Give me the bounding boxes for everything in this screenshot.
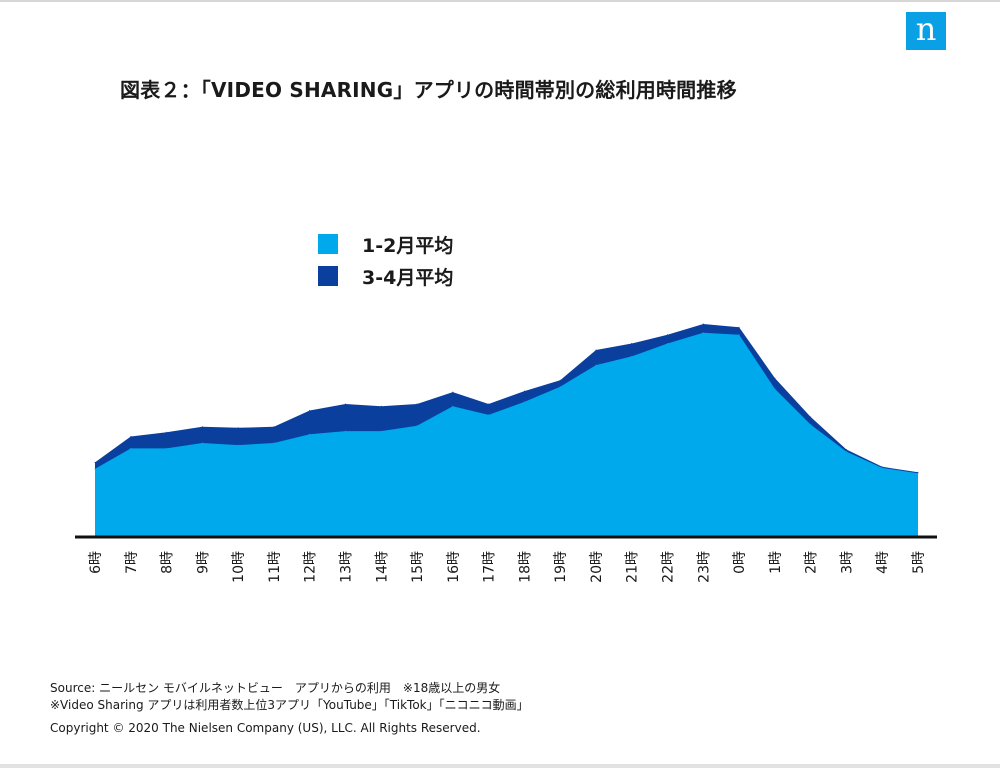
legend-swatch-2	[318, 266, 338, 286]
data-point	[702, 332, 704, 334]
data-point	[94, 461, 96, 463]
data-point	[452, 405, 454, 407]
data-point	[631, 355, 633, 357]
data-point	[452, 391, 454, 393]
area-series-2	[95, 332, 918, 536]
data-point	[237, 427, 239, 429]
x-tick-label: 8時	[160, 551, 176, 574]
data-point	[881, 467, 883, 469]
x-tick-label: 1時	[768, 551, 784, 574]
data-point	[631, 343, 633, 344]
data-point	[130, 436, 132, 437]
data-point	[667, 343, 668, 344]
x-tick-label: 23時	[696, 551, 712, 583]
data-point	[845, 449, 847, 450]
legend-item-2: 3-4月平均	[318, 260, 453, 292]
data-point	[810, 416, 812, 418]
x-tick-label: 19時	[553, 551, 569, 583]
data-point	[380, 430, 382, 432]
data-point	[559, 379, 561, 381]
x-tick-label: 6時	[88, 551, 104, 574]
x-tick-label: 22時	[661, 551, 677, 583]
data-point	[667, 334, 668, 336]
footer: Source: ニールセン モバイルネットビュー アプリからの利用 ※18歳以上…	[50, 680, 529, 737]
data-point	[595, 364, 597, 366]
data-point	[845, 451, 847, 453]
x-tick-label: 16時	[446, 551, 462, 583]
data-point	[702, 323, 704, 325]
data-point	[810, 424, 812, 426]
data-point	[488, 414, 490, 416]
data-point	[94, 468, 96, 470]
x-tick-label: 2時	[804, 551, 820, 574]
x-tick-label: 14時	[374, 551, 390, 583]
data-point	[130, 447, 132, 449]
chart-legend: 1-2月平均 3-4月平均	[318, 228, 453, 292]
x-tick-label: 3時	[839, 551, 855, 574]
data-point	[738, 334, 740, 336]
data-point	[774, 388, 776, 390]
x-tick-label: 7時	[124, 551, 140, 574]
data-point	[166, 431, 168, 433]
data-point	[523, 390, 525, 392]
x-tick-label: 10時	[231, 551, 247, 583]
source-note: Source: ニールセン モバイルネットビュー アプリからの利用 ※18歳以上…	[50, 681, 501, 695]
legend-swatch-1	[318, 234, 338, 254]
data-point	[273, 442, 275, 444]
data-point	[345, 430, 346, 432]
x-tick-label: 13時	[338, 551, 354, 583]
x-tick-label: 17時	[482, 551, 498, 583]
data-point	[309, 410, 311, 411]
data-point	[738, 326, 740, 328]
data-point	[559, 386, 561, 388]
data-point	[345, 403, 346, 405]
data-point	[416, 403, 418, 405]
data-point	[380, 405, 382, 407]
page-title: 図表２：「VIDEO SHARING」アプリの時間帯別の総利用時間推移	[120, 78, 737, 102]
data-point	[881, 466, 883, 468]
legend-label-1: 1-2月平均	[362, 234, 454, 257]
x-tick-label: 4時	[875, 551, 891, 574]
data-point	[201, 426, 203, 428]
data-point	[237, 444, 239, 446]
x-tick-label: 11時	[267, 551, 283, 583]
x-tick-label: 20時	[589, 551, 605, 583]
data-point	[595, 349, 597, 351]
data-point	[774, 377, 776, 379]
data-point	[523, 401, 525, 403]
data-point	[488, 403, 490, 405]
bottom-border	[0, 764, 1000, 768]
legend-item-1: 1-2月平均	[318, 228, 453, 260]
copyright: Copyright © 2020 The Nielsen Company (US…	[50, 721, 481, 735]
data-point	[273, 426, 275, 428]
x-tick-label: 0時	[732, 551, 748, 574]
x-tick-label: 12時	[303, 551, 319, 583]
data-point	[917, 472, 919, 474]
x-tick-label: 5時	[911, 551, 927, 574]
x-tick-label: 21時	[625, 551, 641, 583]
x-tick-label: 18時	[517, 551, 533, 583]
x-tick-label: 9時	[195, 551, 211, 574]
legend-label-2: 3-4月平均	[362, 266, 454, 289]
data-point	[917, 471, 919, 473]
top-border	[0, 0, 1000, 2]
data-point	[309, 433, 311, 435]
data-point	[416, 425, 418, 427]
app-note: ※Video Sharing アプリは利用者数上位3アプリ「YouTube」「T…	[50, 698, 529, 712]
data-point	[166, 447, 168, 449]
x-tick-label: 15時	[410, 551, 426, 583]
nielsen-logo: n	[906, 12, 946, 50]
data-point	[201, 442, 203, 444]
